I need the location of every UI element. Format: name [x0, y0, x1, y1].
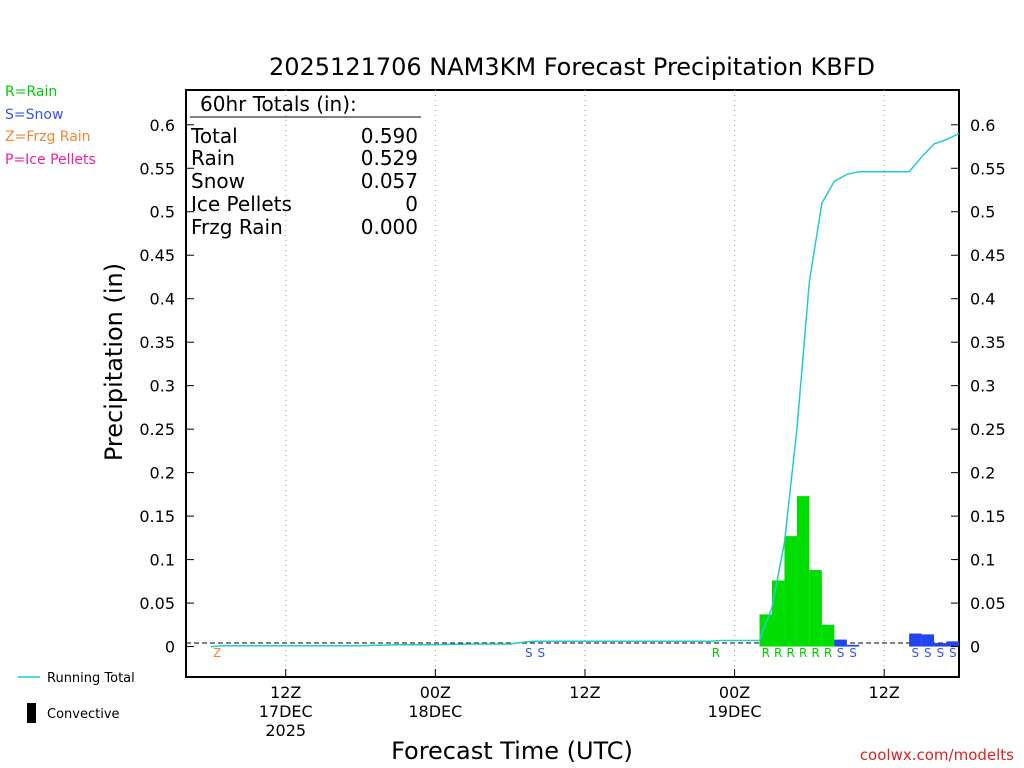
precip-type-marker: R — [799, 646, 807, 660]
running-total-legend-label: Running Total — [47, 671, 135, 686]
precip-type-marker: R — [811, 646, 819, 660]
precip-type-marker: S — [924, 646, 932, 660]
y-tick-label: 0.15 — [970, 507, 1006, 526]
y-tick-label: 0.4 — [970, 290, 995, 309]
totals-label: Ice Pellets — [191, 192, 292, 216]
legend-type-freezing-rain: Z=Frzg Rain — [5, 129, 91, 145]
legend-type-rain: R=Rain — [5, 84, 57, 100]
legend-type-snow: S=Snow — [5, 107, 63, 123]
precip-type-marker: R — [787, 646, 795, 660]
y-tick-label: 0.25 — [139, 420, 175, 439]
y-axis-title: Precipitation (in) — [100, 263, 128, 461]
y-tick-label: 0.6 — [970, 116, 995, 135]
precip-type-marker: S — [912, 646, 920, 660]
precip-bar — [784, 536, 797, 647]
totals-label: Snow — [191, 169, 245, 193]
precip-bar — [921, 634, 935, 647]
y-axis-left: 0 0.05 0.1 0.15 0.2 0.25 0.3 0.35 0.4 0.45 0.5 0.55… — [139, 116, 194, 657]
precip-type-marker: R — [774, 646, 782, 660]
convective-legend-label: Convective — [47, 707, 120, 722]
precipitation-bars — [759, 496, 959, 647]
y-axis-right: 0 0.05 0.1 0.15 0.2 0.25 0.3 0.35 0.4 0.45 0.5 0.55… — [951, 116, 1006, 657]
source-credit: coolwx.com/modelts — [860, 746, 1014, 764]
x-axis-title: Forecast Time (UTC) — [391, 737, 633, 765]
totals-value: 0.000 — [361, 215, 418, 239]
y-tick-label: 0.45 — [970, 246, 1006, 265]
precip-bar — [809, 570, 822, 647]
precip-type-marker: S — [849, 646, 857, 660]
precip-type-marker: R — [824, 646, 832, 660]
precip-type-marker: S — [538, 646, 546, 660]
x-tick-label: 18DEC — [408, 702, 462, 721]
totals-header: 60hr Totals (in): — [200, 92, 357, 116]
precip-bar — [946, 641, 959, 647]
y-tick-label: 0.3 — [970, 377, 995, 396]
precip-bar — [846, 644, 860, 647]
x-tick-label: 00Z — [420, 683, 451, 702]
totals-label: Rain — [191, 146, 235, 170]
precip-type-marker: R — [762, 646, 770, 660]
totals-value: 0.590 — [361, 124, 418, 148]
y-tick-label: 0.15 — [139, 507, 175, 526]
y-tick-label: 0.1 — [970, 551, 995, 570]
precip-type-marker: S — [949, 646, 957, 660]
y-tick-label: 0.4 — [150, 290, 175, 309]
totals-value: 0.529 — [361, 146, 418, 170]
precip-bar — [796, 496, 810, 647]
y-tick-label: 0.55 — [139, 159, 175, 178]
totals-label: Total — [190, 124, 238, 148]
convective-legend-swatch — [27, 703, 36, 723]
legend-type-ice-pellets: P=Ice Pellets — [5, 152, 96, 168]
chart-title: 2025121706 NAM3KM Forecast Precipitation… — [269, 53, 875, 81]
y-tick-label: 0.6 — [150, 116, 175, 135]
y-tick-label: 0.25 — [970, 420, 1006, 439]
precip-type-marker: S — [936, 646, 944, 660]
x-tick-label: 2025 — [265, 721, 306, 740]
x-tick-label: 17DEC — [259, 702, 313, 721]
totals-value: 0 — [405, 192, 418, 216]
y-tick-label: 0.35 — [139, 333, 175, 352]
precip-type-marker: S — [837, 646, 845, 660]
precip-bar — [834, 639, 847, 647]
y-tick-label: 0.55 — [970, 159, 1006, 178]
x-tick-label: 12Z — [869, 683, 900, 702]
precip-bar — [771, 580, 785, 647]
precip-type-marker: S — [525, 646, 533, 660]
y-tick-label: 0 — [165, 638, 175, 657]
y-tick-label: 0.05 — [139, 594, 175, 613]
totals-label: Frzg Rain — [191, 215, 283, 239]
precip-bar — [821, 624, 835, 647]
totals-table: 60hr Totals (in): Total 0.590 Rain 0.529… — [190, 92, 421, 239]
x-tick-label: 12Z — [569, 683, 600, 702]
running-total-line — [210, 132, 960, 648]
precip-bar — [934, 643, 947, 647]
y-tick-label: 0.05 — [970, 594, 1006, 613]
x-tick-label: 00Z — [719, 683, 750, 702]
y-tick-label: 0.45 — [139, 246, 175, 265]
y-tick-label: 0.1 — [150, 551, 175, 570]
y-tick-label: 0.35 — [970, 333, 1006, 352]
y-tick-label: 0.2 — [150, 464, 175, 483]
y-tick-label: 0.3 — [150, 377, 175, 396]
type-legend: R=Rain S=Snow Z=Frzg Rain P=Ice Pellets — [5, 84, 96, 168]
series-legend: Running Total Convective — [18, 671, 135, 723]
precip-bar — [909, 633, 922, 647]
y-tick-label: 0 — [970, 638, 980, 657]
plot-frame — [185, 89, 960, 678]
x-tick-label: 12Z — [270, 683, 301, 702]
y-tick-label: 0.2 — [970, 464, 995, 483]
y-tick-label: 0.5 — [150, 203, 175, 222]
x-tick-label: 19DEC — [708, 702, 762, 721]
precip-type-marker: Z — [213, 646, 221, 660]
totals-value: 0.057 — [361, 169, 418, 193]
y-tick-label: 0.5 — [970, 203, 995, 222]
precip-bar — [759, 614, 772, 647]
precip-type-marker: R — [712, 646, 720, 660]
